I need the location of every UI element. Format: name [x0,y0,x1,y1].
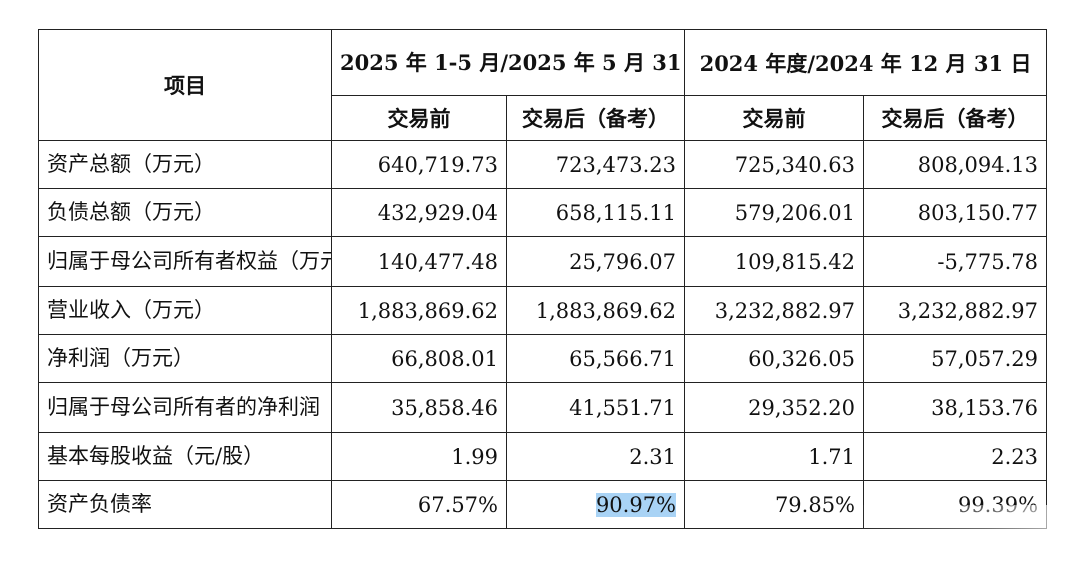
cell-value: 1.99 [331,432,507,481]
cell-value: 432,929.04 [331,188,507,237]
cell-value: 29,352.20 [684,382,865,433]
row-label: 资产总额（万元） [38,140,332,189]
cell-value-highlighted[interactable]: 90.97% [505,480,686,529]
cell-value: 109,815.42 [684,236,865,287]
cell-value: 41,551.71 [505,382,686,433]
sub-header-after-2024: 交易后（备考） [863,95,1048,141]
cell-value: 803,150.77 [863,188,1048,237]
cell-value: 808,094.13 [863,140,1048,189]
table-row: 归属于母公司所有者权益（万元） 140,477.48 25,796.07 109… [38,236,1048,287]
cell-value: -5,775.78 [863,236,1048,287]
row-label: 资产负债率 [38,480,332,529]
cell-value: 725,340.63 [684,140,865,189]
period-2024-header: 2024 年度/2024 年 12 月 31 日 [684,29,1048,96]
cell-value: 38,153.76 [863,382,1048,433]
sub-header-before-2024: 交易前 [684,95,865,141]
table-row: 负债总额（万元） 432,929.04 658,115.11 579,206.0… [38,188,1048,237]
cell-value: 579,206.01 [684,188,865,237]
cell-value: 3,232,882.97 [684,286,865,335]
sub-header-before-2025: 交易前 [331,95,507,141]
cell-value: 1,883,869.62 [331,286,507,335]
cell-value: 2.31 [505,432,686,481]
table-row: 归属于母公司所有者的净利润（万元） 35,858.46 41,551.71 29… [38,382,1048,433]
row-label: 基本每股收益（元/股） [38,432,332,481]
row-label: 负债总额（万元） [38,188,332,237]
cell-value: 25,796.07 [505,236,686,287]
cell-value: 65,566.71 [505,334,686,383]
cell-value: 67.57% [331,480,507,529]
cell-value: 640,719.73 [331,140,507,189]
cell-value: 35,858.46 [331,382,507,433]
cell-value: 79.85% [684,480,865,529]
table-row: 资产总额（万元） 640,719.73 723,473.23 725,340.6… [38,140,1048,189]
row-label: 归属于母公司所有者权益（万元） [38,236,332,287]
cell-value: 658,115.11 [505,188,686,237]
cell-value: 1,883,869.62 [505,286,686,335]
header-row-periods: 项目 2025 年 1-5 月/2025 年 5 月 31 日 2024 年度/… [38,29,1048,141]
cell-value: 60,326.05 [684,334,865,383]
period-2025-header: 2025 年 1-5 月/2025 年 5 月 31 日 [330,29,686,96]
watermark-overlay [850,505,1080,565]
cell-value: 57,057.29 [863,334,1048,383]
table-row: 净利润（万元） 66,808.01 65,566.71 60,326.05 57… [38,334,1048,383]
cell-value: 3,232,882.97 [863,286,1048,335]
row-label: 营业收入（万元） [38,286,332,335]
selected-text-highlight[interactable]: 90.97% [595,492,677,517]
table-row: 营业收入（万元） 1,883,869.62 1,883,869.62 3,232… [38,286,1048,335]
sub-header-after-2025: 交易后（备考） [505,95,686,141]
cell-value: 66,808.01 [331,334,507,383]
table-row: 基本每股收益（元/股） 1.99 2.31 1.71 2.23 [38,432,1048,481]
item-header: 项目 [38,29,332,141]
cell-value: 2.23 [863,432,1048,481]
cell-value: 1.71 [684,432,865,481]
cell-value: 140,477.48 [331,236,507,287]
row-label: 净利润（万元） [38,334,332,383]
financial-comparison-table: 项目 2025 年 1-5 月/2025 年 5 月 31 日 2024 年度/… [38,29,1048,529]
row-label: 归属于母公司所有者的净利润（万元） [38,382,332,433]
cell-value: 723,473.23 [505,140,686,189]
